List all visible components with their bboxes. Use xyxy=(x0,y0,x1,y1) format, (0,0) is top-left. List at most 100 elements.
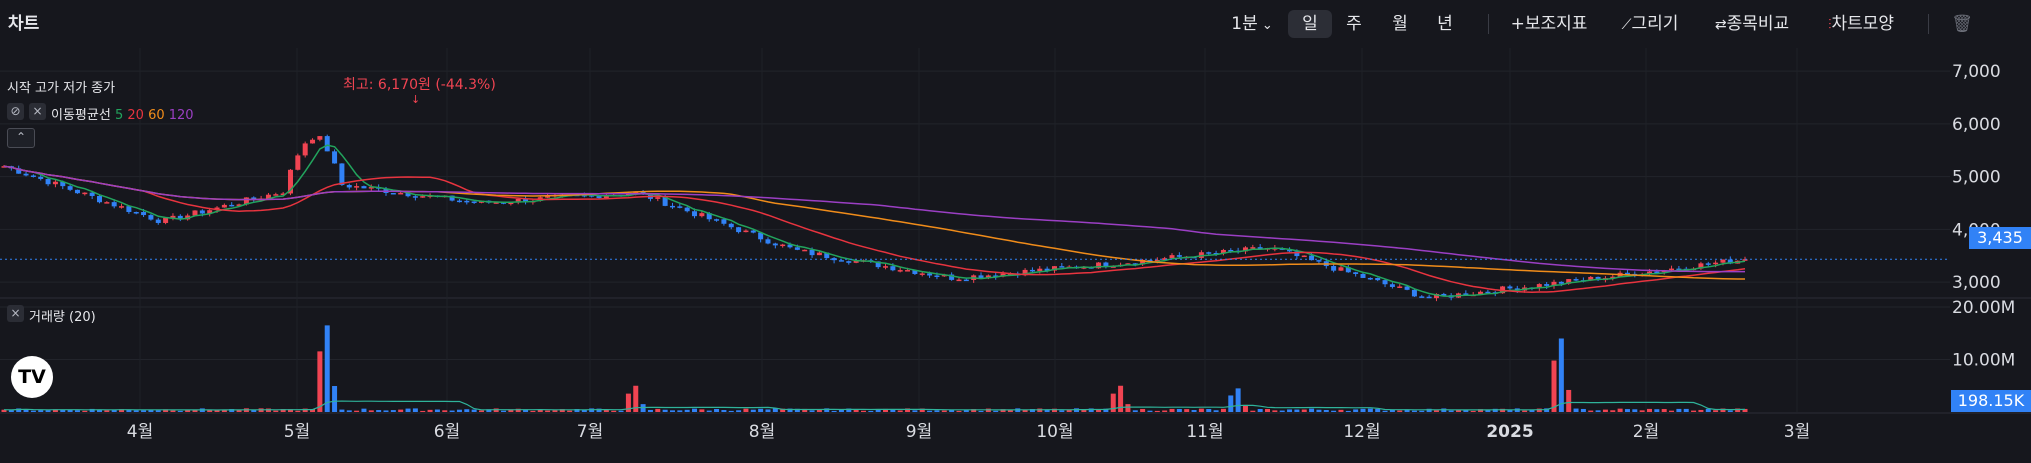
indicator-button[interactable]: +보조지표 xyxy=(1506,10,1592,38)
volume-bar xyxy=(956,410,962,412)
draw-button[interactable]: ⟋그리기 xyxy=(1614,10,1686,38)
volume-bar xyxy=(1345,410,1351,412)
volume-bar xyxy=(368,410,374,412)
close-icon[interactable]: × xyxy=(29,103,46,120)
volume-bar xyxy=(537,409,543,412)
candle-body xyxy=(405,192,411,197)
candle-body xyxy=(1558,281,1564,284)
volume-bar xyxy=(684,409,690,412)
candle-body xyxy=(1573,279,1579,281)
candle-body xyxy=(831,258,837,261)
candle-body xyxy=(1140,260,1146,265)
ma5-line xyxy=(3,144,1746,298)
volume-bar xyxy=(236,410,242,412)
candle-body xyxy=(883,266,889,268)
candle-body xyxy=(1566,279,1572,284)
tradingview-logo[interactable]: TV xyxy=(11,356,53,398)
candle-body xyxy=(310,139,316,144)
volume-bar xyxy=(1206,408,1212,412)
y-tick-label: 7,000 xyxy=(1952,62,2001,82)
ma60-label: 60 xyxy=(148,108,165,123)
collapse-icon[interactable]: ⌃ xyxy=(7,128,35,148)
candle-body xyxy=(993,275,999,277)
trash-icon[interactable]: 🗑 xyxy=(1951,14,1973,34)
candle-body xyxy=(361,186,367,189)
volume-bar xyxy=(662,409,668,412)
tab-month[interactable]: 월 xyxy=(1392,14,1408,34)
x-tick-label: 8월 xyxy=(749,422,775,442)
ma-legend: 이동평균선 5 20 60 120 xyxy=(51,104,194,123)
close-icon[interactable]: × xyxy=(7,305,24,322)
volume-bar xyxy=(1404,409,1410,412)
volume-bar xyxy=(1705,408,1711,412)
volume-bar xyxy=(611,410,617,412)
candle-body xyxy=(339,163,345,185)
volume-bar xyxy=(1132,410,1138,412)
volume-bar xyxy=(1051,408,1057,412)
volume-tick-label: 20.00M xyxy=(1952,298,2015,318)
volume-bar xyxy=(1735,408,1741,412)
candle-body xyxy=(1485,291,1491,294)
volume-bar xyxy=(1397,410,1403,412)
volume-bar xyxy=(464,409,470,412)
volume-bar xyxy=(802,408,808,412)
candle-body xyxy=(354,186,360,188)
volume-bar xyxy=(1220,408,1226,412)
volume-bar xyxy=(1558,338,1564,412)
volume-bar xyxy=(1316,409,1322,412)
volume-bar xyxy=(119,409,125,412)
volume-bar xyxy=(1375,408,1381,412)
volume-bar xyxy=(1169,408,1175,412)
candle-body xyxy=(251,197,257,199)
volume-bar xyxy=(919,408,925,412)
volume-bar xyxy=(1331,410,1337,412)
candle-body xyxy=(728,223,734,228)
compare-button[interactable]: ⇄종목비교 xyxy=(1708,10,1796,38)
eye-off-icon[interactable]: ⊘ xyxy=(7,103,24,120)
tab-year[interactable]: 년 xyxy=(1437,14,1453,34)
candle-body xyxy=(192,210,198,216)
candle-body xyxy=(185,215,191,220)
candle-body xyxy=(1397,286,1403,288)
candle-body xyxy=(1367,277,1373,280)
candle-body xyxy=(1382,280,1388,285)
candle-body xyxy=(449,195,455,201)
volume-bar xyxy=(574,409,580,412)
plus-icon: + xyxy=(1510,14,1525,34)
volume-bar xyxy=(875,409,881,412)
volume-bar xyxy=(185,410,191,412)
candle-body xyxy=(324,136,330,152)
volume-bar xyxy=(1176,408,1182,412)
candle-body xyxy=(765,239,771,244)
candle-body xyxy=(838,260,844,262)
candle-body xyxy=(295,155,301,170)
candle-body xyxy=(1360,273,1366,278)
volume-bar xyxy=(758,408,764,412)
candle-body xyxy=(390,192,396,195)
volume-bar xyxy=(1624,409,1630,412)
candle-body xyxy=(170,215,176,218)
candle-body xyxy=(846,261,852,263)
candle-body xyxy=(1595,276,1601,281)
tab-week[interactable]: 주 xyxy=(1346,14,1362,34)
candle-body xyxy=(1228,249,1234,252)
interval-label: 1분 xyxy=(1231,14,1258,34)
volume-bar xyxy=(1338,409,1344,412)
volume-bar xyxy=(1580,408,1586,412)
interval-select[interactable]: 1분 ⌄ xyxy=(1228,10,1276,38)
volume-bar xyxy=(82,410,88,412)
volume-bar xyxy=(1367,408,1373,412)
volume-bar xyxy=(1411,410,1417,412)
volume-bar xyxy=(317,351,323,412)
tab-day[interactable]: 일 xyxy=(1288,10,1332,38)
candle-body xyxy=(265,194,271,199)
x-tick-label: 2025 xyxy=(1486,422,1533,442)
volume-bar xyxy=(1433,410,1439,412)
candle-body xyxy=(398,192,404,195)
volume-bar xyxy=(515,408,521,412)
candle-body xyxy=(1022,269,1028,276)
candle-body xyxy=(523,198,529,203)
volume-bar xyxy=(706,410,712,412)
chart-style-button[interactable]: ⫶차트모양 xyxy=(1818,10,1904,38)
